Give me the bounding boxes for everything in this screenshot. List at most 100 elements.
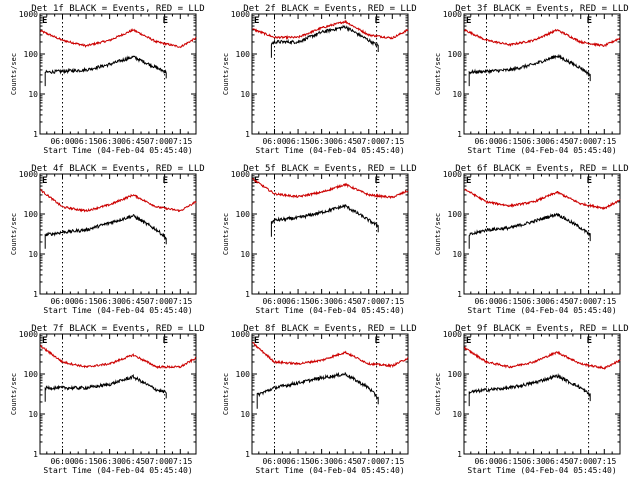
y-tick-label: 100 xyxy=(236,210,251,219)
x-axis-label: Start Time (04-Feb-04 05:45:40) xyxy=(467,306,616,315)
x-tick-label: 06:15 xyxy=(498,137,522,146)
y-axis-label: Counts/sec xyxy=(222,373,230,415)
panel-title: Det 9f BLACK = Events, RED = LLD xyxy=(455,324,628,334)
right-e-marker: E xyxy=(163,176,168,186)
x-tick-label: 06:00 xyxy=(474,137,498,146)
detector-panel-3: Det 3f BLACK = Events, RED = LLD 1 10 100 10… xyxy=(434,4,629,155)
x-axis-label: Start Time (04-Feb-04 05:45:40) xyxy=(43,466,192,475)
x-axis-label: Start Time (04-Feb-04 05:45:40) xyxy=(467,466,616,475)
detector-panel-9: Det 9f BLACK = Events, RED = LLD 1 10 100 10… xyxy=(434,324,629,475)
plot-frame xyxy=(39,173,197,295)
x-tick-label: 07:15 xyxy=(380,457,404,466)
x-tick-label: 07:00 xyxy=(357,297,381,306)
right-e-marker: E xyxy=(587,16,592,26)
x-axis-label: Start Time (04-Feb-04 05:45:40) xyxy=(255,466,404,475)
y-tick-label: 1000 xyxy=(443,330,462,339)
lld-rate-series xyxy=(40,344,197,370)
y-tick-label: 1 xyxy=(33,130,38,139)
x-tick-label: 07:15 xyxy=(168,457,192,466)
y-tick-label: 100 xyxy=(236,370,251,379)
y-tick-label: 100 xyxy=(448,370,463,379)
lld-rate-series xyxy=(464,28,621,48)
y-axis-label: Counts/sec xyxy=(434,213,442,255)
left-e-marker: E xyxy=(42,176,47,186)
x-tick-label: 06:15 xyxy=(498,457,522,466)
y-axis-label: Counts/sec xyxy=(222,213,230,255)
events-rate-series xyxy=(44,373,167,402)
y-tick-label: 1 xyxy=(457,130,462,139)
right-e-marker: E xyxy=(587,336,592,346)
plot-frame xyxy=(463,13,621,135)
y-tick-label: 100 xyxy=(24,50,39,59)
detector-panel-6: Det 6f BLACK = Events, RED = LLD 1 10 100 10… xyxy=(434,164,629,315)
x-tick-label: 07:00 xyxy=(145,457,169,466)
x-axis-label: Start Time (04-Feb-04 05:45:40) xyxy=(467,146,616,155)
x-tick-label: 06:15 xyxy=(74,297,98,306)
x-tick-label: 06:30 xyxy=(98,297,122,306)
detector-panel-5: Det 5f BLACK = Events, RED = LLD 1 10 100 10… xyxy=(222,164,417,315)
x-axis-label: Start Time (04-Feb-04 05:45:40) xyxy=(255,146,404,155)
left-e-marker: E xyxy=(254,336,259,346)
plot-frame xyxy=(39,13,197,135)
x-tick-label: 06:45 xyxy=(121,457,145,466)
y-tick-label: 1000 xyxy=(231,10,250,19)
lld-rate-series xyxy=(252,19,409,41)
x-axis-label: Start Time (04-Feb-04 05:45:40) xyxy=(43,306,192,315)
x-tick-label: 07:15 xyxy=(592,297,616,306)
plot-frame xyxy=(463,333,621,455)
panel-title: Det 1f BLACK = Events, RED = LLD xyxy=(31,4,204,14)
lld-rate-series xyxy=(464,188,621,211)
x-tick-label: 07:00 xyxy=(357,137,381,146)
y-tick-label: 10 xyxy=(28,410,38,419)
x-tick-label: 06:00 xyxy=(262,297,286,306)
events-rate-series xyxy=(44,55,167,87)
x-tick-label: 07:15 xyxy=(380,137,404,146)
y-tick-label: 1000 xyxy=(19,330,38,339)
right-e-marker: E xyxy=(587,176,592,186)
y-tick-label: 10 xyxy=(240,410,250,419)
y-tick-label: 1000 xyxy=(19,10,38,19)
x-tick-label: 06:00 xyxy=(474,297,498,306)
x-tick-label: 06:30 xyxy=(522,457,546,466)
x-tick-label: 06:00 xyxy=(50,457,74,466)
detector-panel-4: Det 4f BLACK = Events, RED = LLD 1 10 100 10… xyxy=(10,164,205,315)
y-tick-label: 1 xyxy=(457,450,462,459)
x-tick-label: 06:30 xyxy=(310,297,334,306)
x-tick-label: 07:15 xyxy=(592,137,616,146)
y-tick-label: 10 xyxy=(28,90,38,99)
x-tick-label: 06:15 xyxy=(286,457,310,466)
plot-frame xyxy=(251,173,409,295)
right-e-marker: E xyxy=(163,16,168,26)
x-axis-label: Start Time (04-Feb-04 05:45:40) xyxy=(255,306,404,315)
x-tick-label: 07:00 xyxy=(145,137,169,146)
x-tick-label: 06:45 xyxy=(121,297,145,306)
lld-rate-series xyxy=(464,345,621,370)
x-tick-label: 06:30 xyxy=(98,457,122,466)
lld-rate-series xyxy=(40,28,197,49)
y-tick-label: 100 xyxy=(448,210,463,219)
x-tick-label: 06:00 xyxy=(474,457,498,466)
x-tick-label: 06:30 xyxy=(310,137,334,146)
x-tick-label: 06:15 xyxy=(498,297,522,306)
x-tick-label: 06:00 xyxy=(50,297,74,306)
x-tick-label: 06:45 xyxy=(333,137,357,146)
x-tick-label: 07:00 xyxy=(357,457,381,466)
x-tick-label: 07:15 xyxy=(168,297,192,306)
y-tick-label: 10 xyxy=(240,90,250,99)
events-rate-series xyxy=(468,372,591,407)
x-tick-label: 06:30 xyxy=(522,297,546,306)
x-tick-label: 06:45 xyxy=(333,457,357,466)
y-axis-label: Counts/sec xyxy=(10,53,18,95)
x-tick-label: 06:15 xyxy=(286,137,310,146)
y-axis-label: Counts/sec xyxy=(222,53,230,95)
panel-title: Det 3f BLACK = Events, RED = LLD xyxy=(455,4,628,14)
left-e-marker: E xyxy=(42,336,47,346)
left-e-marker: E xyxy=(466,176,471,186)
x-tick-label: 07:00 xyxy=(569,137,593,146)
y-tick-label: 1 xyxy=(245,130,250,139)
lld-rate-series xyxy=(252,341,409,369)
x-tick-label: 06:45 xyxy=(545,457,569,466)
right-e-marker: E xyxy=(375,176,380,186)
x-tick-label: 06:00 xyxy=(262,137,286,146)
y-tick-label: 10 xyxy=(28,250,38,259)
